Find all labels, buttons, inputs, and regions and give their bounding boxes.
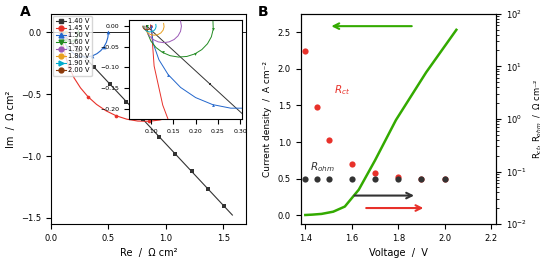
Y-axis label: R$_{ct}$, R$_{ohm}$  /  Ω cm⁻²: R$_{ct}$, R$_{ohm}$ / Ω cm⁻² xyxy=(532,79,544,159)
Point xyxy=(219,58,228,62)
Point xyxy=(58,30,67,34)
X-axis label: Re  /  Ω cm²: Re / Ω cm² xyxy=(120,248,177,258)
Point xyxy=(203,89,212,93)
Point xyxy=(220,204,229,209)
Legend: 1.40 V, 1.45 V, 1.50 V, 1.60 V, 1.70 V, 1.80 V, 1.90 V, 2.00 V: 1.40 V, 1.45 V, 1.50 V, 1.60 V, 1.70 V, … xyxy=(53,16,92,76)
Text: A: A xyxy=(20,5,30,19)
Point xyxy=(441,177,449,181)
Point xyxy=(301,49,310,53)
X-axis label: Voltage  /  V: Voltage / V xyxy=(369,248,428,258)
Point xyxy=(371,171,380,175)
Point xyxy=(204,187,212,191)
Point xyxy=(100,45,108,49)
Point xyxy=(171,152,180,156)
Point xyxy=(74,54,82,58)
Y-axis label: Current density  /  A cm⁻²: Current density / A cm⁻² xyxy=(263,61,272,177)
Y-axis label: Im  /  Ω cm²: Im / Ω cm² xyxy=(6,90,15,148)
Point xyxy=(155,134,163,139)
Point xyxy=(57,30,65,34)
Point xyxy=(84,95,92,99)
Point xyxy=(58,32,67,36)
Point xyxy=(69,39,78,43)
Point xyxy=(139,117,147,121)
Point xyxy=(57,31,65,35)
Point xyxy=(58,30,67,34)
Point xyxy=(187,169,196,173)
Text: $R_{ohm}$: $R_{ohm}$ xyxy=(310,160,335,174)
Point xyxy=(348,162,356,166)
Point xyxy=(56,30,65,34)
Point xyxy=(301,177,310,182)
Point xyxy=(59,30,68,35)
Point xyxy=(348,177,356,181)
Point xyxy=(441,177,449,181)
Point xyxy=(59,33,68,37)
Point xyxy=(57,30,65,34)
Point xyxy=(90,65,98,69)
Point xyxy=(58,30,67,34)
Point xyxy=(394,177,403,181)
Point xyxy=(324,138,333,142)
Point xyxy=(145,119,153,124)
Point xyxy=(417,177,426,181)
Point xyxy=(65,33,74,37)
Point xyxy=(394,175,403,179)
Point xyxy=(417,177,426,181)
Point xyxy=(62,30,70,35)
Point xyxy=(312,177,321,182)
Point xyxy=(371,177,380,182)
Point xyxy=(73,48,82,52)
Point xyxy=(57,30,65,34)
Text: B: B xyxy=(258,5,268,19)
Point xyxy=(106,82,114,87)
Point xyxy=(74,31,83,35)
Point xyxy=(63,45,72,49)
Point xyxy=(56,30,65,34)
Point xyxy=(324,177,333,182)
Point xyxy=(177,110,185,115)
Point xyxy=(60,35,69,39)
Text: $R_{ct}$: $R_{ct}$ xyxy=(334,84,351,97)
Point xyxy=(88,54,97,58)
Point xyxy=(112,114,120,118)
Point xyxy=(312,105,321,109)
Point xyxy=(104,30,113,34)
Point xyxy=(122,100,131,104)
Point xyxy=(65,65,74,69)
Point xyxy=(61,38,70,42)
Point xyxy=(56,30,65,34)
